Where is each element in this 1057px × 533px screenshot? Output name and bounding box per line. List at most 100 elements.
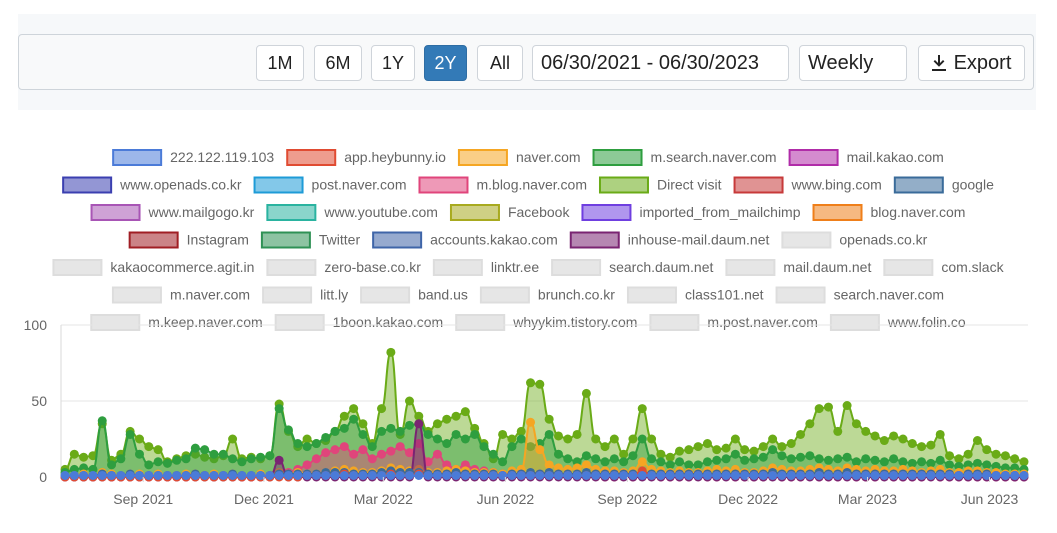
- data-point[interactable]: [488, 470, 498, 480]
- data-point[interactable]: [88, 451, 98, 461]
- data-point[interactable]: [954, 470, 964, 480]
- data-point[interactable]: [628, 434, 638, 444]
- legend-item-twitter[interactable]: Twitter: [260, 231, 361, 249]
- data-point[interactable]: [693, 470, 703, 480]
- data-point[interactable]: [702, 470, 712, 480]
- legend-item-class101-net[interactable]: class101.net: [626, 286, 764, 304]
- legend-item-com-slack[interactable]: com.slack: [883, 259, 1005, 276]
- data-point[interactable]: [1000, 470, 1010, 480]
- data-point[interactable]: [945, 451, 955, 461]
- data-point[interactable]: [246, 470, 256, 480]
- data-point[interactable]: [721, 470, 731, 480]
- data-point[interactable]: [311, 454, 321, 464]
- data-point[interactable]: [479, 442, 489, 452]
- data-point[interactable]: [591, 434, 601, 444]
- legend-item-imported-from-mailchimp[interactable]: imported_from_mailchimp: [581, 204, 801, 221]
- data-point[interactable]: [768, 470, 778, 480]
- data-point[interactable]: [97, 416, 107, 426]
- data-point[interactable]: [972, 458, 982, 468]
- data-point[interactable]: [302, 442, 312, 452]
- data-point[interactable]: [1019, 470, 1029, 480]
- legend-item-linktr-ee[interactable]: linktr.ee: [432, 259, 539, 276]
- data-point[interactable]: [796, 452, 806, 462]
- data-point[interactable]: [414, 411, 424, 421]
- data-point[interactable]: [712, 445, 722, 455]
- data-point[interactable]: [842, 470, 852, 480]
- data-point[interactable]: [423, 457, 433, 467]
- data-point[interactable]: [917, 442, 927, 452]
- range-button-2y[interactable]: 2Y: [424, 45, 467, 81]
- data-point[interactable]: [851, 457, 861, 467]
- data-point[interactable]: [805, 451, 815, 461]
- data-point[interactable]: [302, 434, 312, 444]
- data-point[interactable]: [526, 417, 536, 427]
- data-point[interactable]: [544, 460, 554, 470]
- data-point[interactable]: [134, 449, 144, 459]
- data-point[interactable]: [311, 470, 321, 480]
- legend-item-1boon-kakao-com[interactable]: 1boon.kakao.com: [274, 314, 444, 331]
- data-point[interactable]: [591, 454, 601, 464]
- data-point[interactable]: [879, 457, 889, 467]
- data-point[interactable]: [656, 457, 666, 467]
- data-point[interactable]: [675, 470, 685, 480]
- legend-item-mail-daum-net[interactable]: mail.daum.net: [725, 259, 871, 276]
- data-point[interactable]: [218, 449, 228, 459]
- data-point[interactable]: [432, 419, 442, 429]
- data-point[interactable]: [404, 448, 414, 458]
- legend-item-direct-visit[interactable]: Direct visit: [598, 176, 722, 194]
- data-point[interactable]: [367, 454, 377, 464]
- data-point[interactable]: [330, 470, 340, 480]
- data-point[interactable]: [870, 431, 880, 441]
- data-point[interactable]: [488, 449, 498, 459]
- data-point[interactable]: [237, 457, 247, 467]
- data-point[interactable]: [321, 448, 331, 458]
- data-point[interactable]: [665, 470, 675, 480]
- data-point[interactable]: [526, 470, 536, 480]
- data-point[interactable]: [870, 455, 880, 465]
- data-point[interactable]: [693, 460, 703, 470]
- data-point[interactable]: [125, 470, 135, 480]
- data-point[interactable]: [414, 470, 424, 480]
- data-point[interactable]: [730, 470, 740, 480]
- data-point[interactable]: [88, 470, 98, 480]
- data-point[interactable]: [945, 470, 955, 480]
- data-point[interactable]: [814, 404, 824, 414]
- data-point[interactable]: [982, 470, 992, 480]
- data-point[interactable]: [861, 426, 871, 436]
- data-point[interactable]: [842, 401, 852, 411]
- data-point[interactable]: [628, 470, 638, 480]
- data-point[interactable]: [265, 451, 275, 461]
- data-point[interactable]: [553, 470, 563, 480]
- data-point[interactable]: [553, 431, 563, 441]
- data-point[interactable]: [116, 470, 126, 480]
- data-point[interactable]: [675, 446, 685, 456]
- data-point[interactable]: [991, 470, 1001, 480]
- data-point[interactable]: [628, 451, 638, 461]
- data-point[interactable]: [609, 434, 619, 444]
- data-point[interactable]: [963, 470, 973, 480]
- data-point[interactable]: [349, 470, 359, 480]
- data-point[interactable]: [972, 436, 982, 446]
- data-point[interactable]: [134, 470, 144, 480]
- data-point[interactable]: [833, 454, 843, 464]
- data-point[interactable]: [768, 445, 778, 455]
- data-point[interactable]: [823, 470, 833, 480]
- legend-item-m-post-naver-com[interactable]: m.post.naver.com: [649, 314, 818, 331]
- data-point[interactable]: [982, 445, 992, 455]
- date-range-input[interactable]: 06/30/2021 - 06/30/2023: [532, 45, 789, 81]
- data-point[interactable]: [898, 434, 908, 444]
- data-point[interactable]: [404, 420, 414, 430]
- data-point[interactable]: [404, 396, 414, 406]
- data-point[interactable]: [581, 470, 591, 480]
- legend-item-m-keep-naver-com[interactable]: m.keep.naver.com: [90, 314, 263, 331]
- data-point[interactable]: [218, 470, 228, 480]
- data-point[interactable]: [991, 449, 1001, 459]
- data-point[interactable]: [507, 434, 517, 444]
- legend-item-search-naver-com[interactable]: search.naver.com: [775, 286, 945, 304]
- data-point[interactable]: [311, 439, 321, 449]
- data-point[interactable]: [740, 445, 750, 455]
- data-point[interactable]: [684, 460, 694, 470]
- data-point[interactable]: [758, 470, 768, 480]
- data-point[interactable]: [1010, 454, 1020, 464]
- data-point[interactable]: [740, 470, 750, 480]
